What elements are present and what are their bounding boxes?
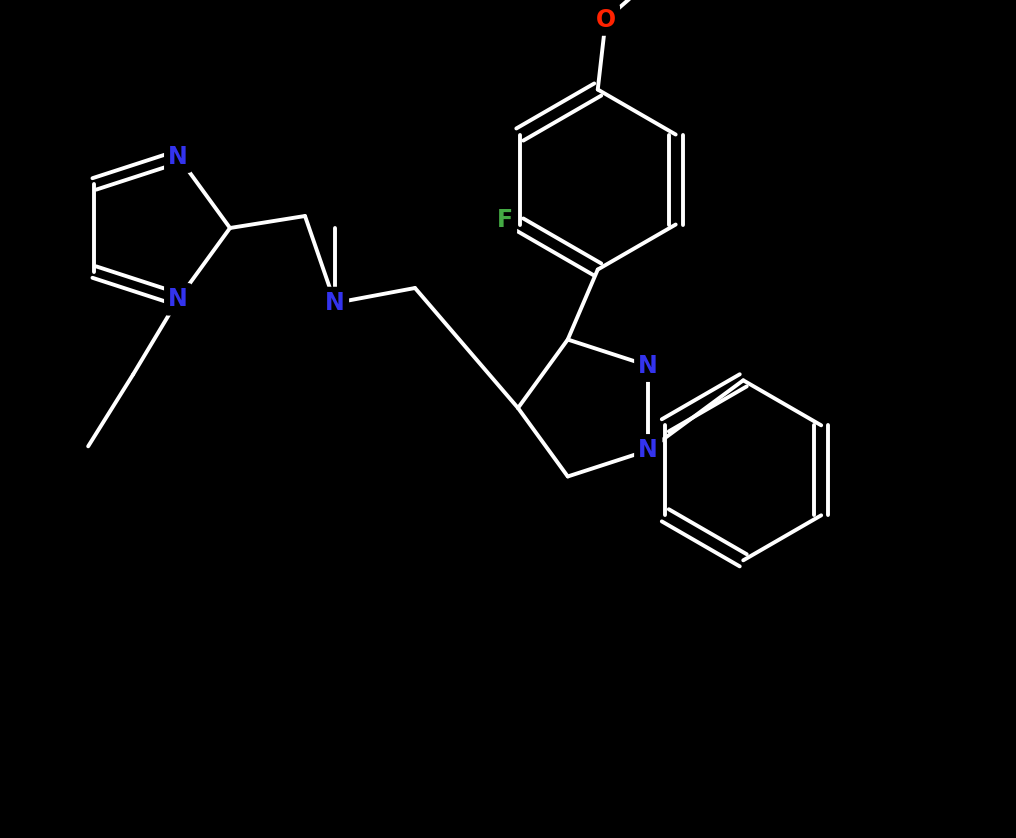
Text: N: N [169, 287, 188, 312]
Text: O: O [595, 8, 616, 32]
Text: N: N [325, 291, 344, 315]
Text: N: N [638, 438, 658, 463]
Text: N: N [169, 145, 188, 168]
Text: N: N [638, 354, 658, 378]
Text: F: F [497, 208, 513, 231]
